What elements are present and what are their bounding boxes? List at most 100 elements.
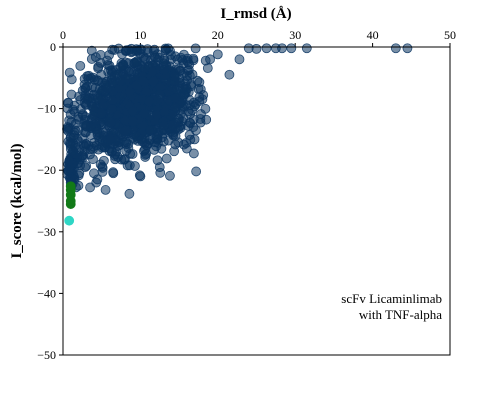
- decoy-point: [186, 119, 195, 128]
- decoy-point: [143, 45, 152, 54]
- decoy-point: [287, 44, 296, 53]
- decoy-point: [189, 54, 198, 63]
- decoy-point: [125, 189, 134, 198]
- decoy-point: [182, 144, 191, 153]
- decoy-point: [80, 80, 89, 89]
- decoy-point: [93, 94, 102, 103]
- decoy-point: [78, 134, 87, 143]
- decoy-point: [132, 58, 141, 67]
- decoy-point: [194, 84, 203, 93]
- decoy-point: [190, 135, 199, 144]
- decoy-point: [164, 44, 173, 53]
- y-tick-label: −40: [37, 286, 56, 300]
- decoy-point: [136, 172, 145, 181]
- decoy-point: [403, 44, 412, 53]
- decoy-point: [191, 44, 200, 53]
- decoy-point: [145, 97, 154, 106]
- decoy-point: [81, 122, 90, 131]
- decoy-point: [90, 138, 99, 147]
- decoy-point: [252, 44, 261, 53]
- decoy-point: [140, 145, 149, 154]
- x-axis-title: I_rmsd (Å): [220, 6, 291, 22]
- decoy-point: [148, 67, 157, 76]
- decoy-point: [167, 55, 176, 64]
- x-tick-label: 30: [289, 28, 301, 42]
- y-axis-title: I_score (kcal/mol): [9, 143, 25, 258]
- decoy-point: [137, 135, 146, 144]
- x-tick-label: 40: [367, 28, 379, 42]
- data-points: [63, 44, 412, 225]
- decoy-point: [120, 116, 129, 125]
- x-tick-label: 10: [134, 28, 146, 42]
- decoy-point: [170, 147, 179, 156]
- decoy-point: [83, 72, 92, 81]
- decoy-point: [165, 171, 174, 180]
- y-tick-label: −10: [37, 102, 56, 116]
- decoy-point: [107, 119, 116, 128]
- y-tick-label: 0: [50, 40, 56, 54]
- decoy-point: [150, 51, 159, 60]
- decoy-point: [107, 105, 116, 114]
- decoy-point: [86, 183, 95, 192]
- decoy-point: [164, 136, 173, 145]
- decoy-point: [109, 169, 118, 178]
- decoy-point: [206, 55, 215, 64]
- decoy-point: [155, 163, 164, 172]
- decoy-point: [116, 76, 125, 85]
- decoy-point: [82, 100, 91, 109]
- decoy-point: [182, 72, 191, 81]
- decoy-point: [63, 125, 72, 134]
- decoy-point: [94, 64, 103, 73]
- annotation-line-2: with TNF-alpha: [359, 307, 442, 322]
- decoy-point: [65, 156, 74, 165]
- decoy-point: [195, 97, 204, 106]
- decoy-point: [101, 185, 110, 194]
- decoy-point: [235, 55, 244, 64]
- decoy-point: [225, 70, 234, 79]
- decoy-point: [125, 66, 134, 75]
- decoy-point: [171, 93, 180, 102]
- decoy-point: [70, 101, 79, 110]
- near-native-point: [66, 182, 75, 191]
- decoy-point: [178, 84, 187, 93]
- decoy-point: [153, 138, 162, 147]
- decoy-point: [64, 166, 73, 175]
- decoy-point: [107, 148, 116, 157]
- decoy-point: [89, 169, 98, 178]
- decoy-point: [98, 163, 107, 172]
- y-tick-label: −50: [37, 348, 56, 362]
- decoy-point: [121, 127, 130, 136]
- decoy-point: [120, 155, 129, 164]
- decoy-point: [302, 44, 311, 53]
- decoy-point: [140, 109, 149, 118]
- decoy-point: [160, 107, 169, 116]
- x-tick-label: 50: [444, 28, 456, 42]
- decoy-point: [138, 76, 147, 85]
- decoy-point: [87, 54, 96, 63]
- decoy-point: [97, 109, 106, 118]
- decoy-point: [120, 138, 129, 147]
- decoy-point: [149, 77, 158, 86]
- decoy-point: [93, 127, 102, 136]
- decoy-point: [103, 84, 112, 93]
- decoy-point: [76, 61, 85, 70]
- decoy-point: [98, 141, 107, 150]
- decoy-point: [192, 167, 201, 176]
- decoy-point: [87, 46, 96, 55]
- y-tick-label: −30: [37, 225, 56, 239]
- annotation-line-1: scFv Licaminlimab: [341, 291, 442, 306]
- decoy-point: [203, 64, 212, 73]
- decoy-point: [213, 50, 222, 59]
- decoy-point: [170, 72, 179, 81]
- decoy-point: [66, 110, 75, 119]
- decoy-point: [262, 44, 271, 53]
- decoy-point: [278, 44, 287, 53]
- decoy-point: [186, 101, 195, 110]
- decoy-point: [160, 65, 169, 74]
- decoy-point: [108, 96, 117, 105]
- decoy-point: [160, 121, 169, 130]
- y-tick-label: −20: [37, 163, 56, 177]
- decoy-point: [75, 146, 84, 155]
- reference-point: [65, 216, 74, 225]
